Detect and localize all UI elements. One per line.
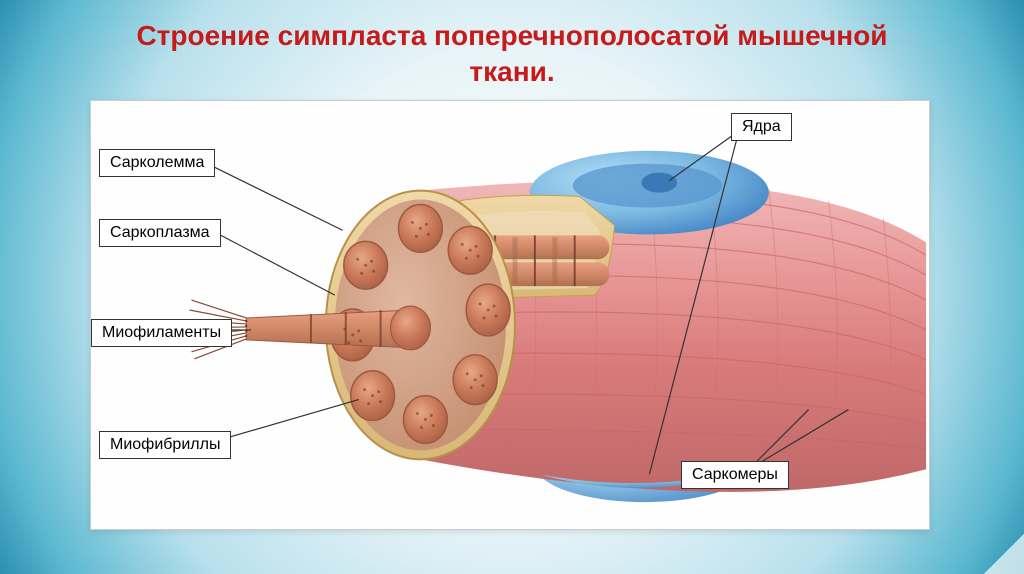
label-myofilaments: Миофиламенты (91, 319, 232, 347)
muscle-fiber-svg (91, 101, 929, 529)
label-sarcoplasm: Саркоплазма (99, 219, 221, 247)
diagram-container: Сарколемма Саркоплазма Миофиламенты Миоф… (90, 100, 930, 530)
label-sarcomeres: Саркомеры (681, 461, 789, 489)
slide-title: Строение симпласта поперечнополосатой мы… (0, 0, 1024, 101)
page-fold-corner (984, 534, 1024, 574)
label-nuclei: Ядра (731, 113, 792, 141)
title-line1: Строение симпласта поперечнополосатой мы… (136, 20, 887, 51)
label-myofibrils: Миофибриллы (99, 431, 231, 459)
label-sarcolemma: Сарколемма (99, 149, 215, 177)
title-line2: ткани. (469, 56, 554, 87)
